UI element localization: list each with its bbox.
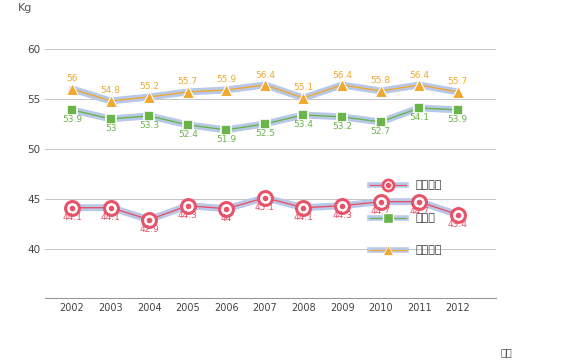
Text: 56.4: 56.4 <box>332 71 352 79</box>
Text: 42.9: 42.9 <box>139 225 159 234</box>
Text: 55.2: 55.2 <box>139 83 159 91</box>
Text: 52.4: 52.4 <box>178 130 198 139</box>
Text: 55.9: 55.9 <box>217 75 236 84</box>
Text: 44.7: 44.7 <box>371 207 390 216</box>
Text: 52.5: 52.5 <box>255 129 275 138</box>
Text: 53.9: 53.9 <box>62 115 82 124</box>
Text: 44.1: 44.1 <box>101 213 121 222</box>
Text: 고등학교: 고등학교 <box>415 245 442 255</box>
Text: 54.8: 54.8 <box>101 87 121 95</box>
Text: 53.9: 53.9 <box>448 115 468 124</box>
Text: 중학교: 중학교 <box>415 213 435 223</box>
Text: 44.3: 44.3 <box>178 211 198 220</box>
Text: 52.7: 52.7 <box>371 127 391 136</box>
Text: 55.7: 55.7 <box>178 78 198 87</box>
Text: 53: 53 <box>105 124 116 133</box>
Text: 초등학교: 초등학교 <box>415 180 442 190</box>
Text: 연도: 연도 <box>501 347 513 357</box>
Text: 56.4: 56.4 <box>255 71 275 79</box>
Text: 44.1: 44.1 <box>62 213 82 222</box>
Text: 54.1: 54.1 <box>409 114 429 122</box>
Text: 53.4: 53.4 <box>293 120 314 130</box>
Text: 51.9: 51.9 <box>217 135 236 145</box>
Text: 56.4: 56.4 <box>409 71 429 79</box>
Text: 53.2: 53.2 <box>332 122 352 131</box>
Text: 56: 56 <box>67 75 78 83</box>
Text: 55.1: 55.1 <box>293 83 314 92</box>
Text: Kg: Kg <box>18 3 32 13</box>
Text: 45.1: 45.1 <box>255 203 275 212</box>
Text: 55.7: 55.7 <box>448 78 468 87</box>
Text: 44.1: 44.1 <box>293 213 314 222</box>
Text: 43.4: 43.4 <box>448 220 468 229</box>
Text: 53.3: 53.3 <box>139 122 159 130</box>
Text: 44.3: 44.3 <box>332 211 352 220</box>
Text: 44.7: 44.7 <box>409 207 429 216</box>
Text: 55.8: 55.8 <box>371 76 391 86</box>
Text: 44: 44 <box>221 214 232 223</box>
